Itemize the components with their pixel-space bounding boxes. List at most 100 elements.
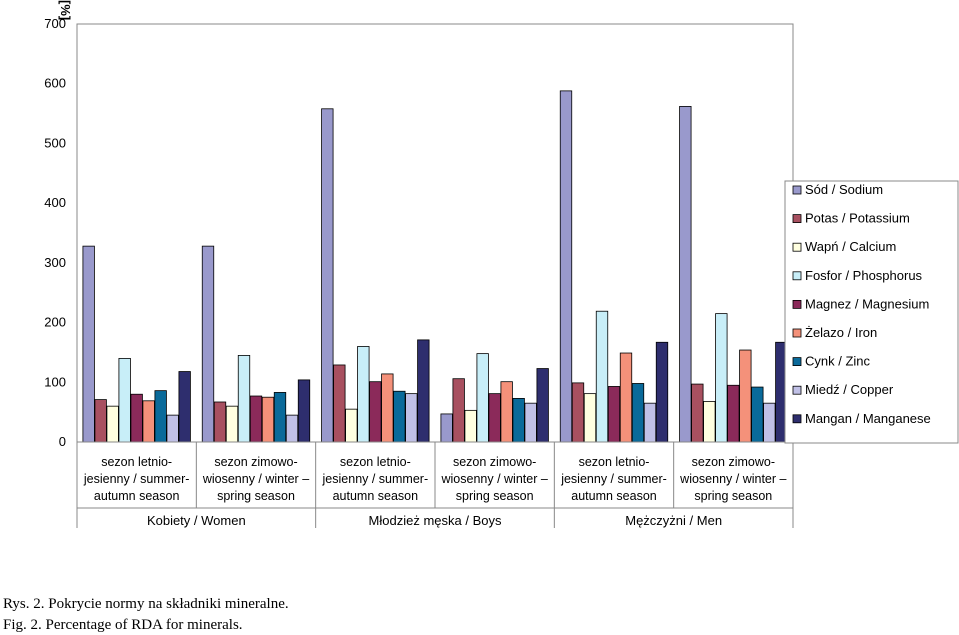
bar [715, 313, 728, 443]
legend: Sód / Sodium Potas / Potassium Wapń / Calc… [784, 180, 959, 444]
figure-caption-english: Fig. 2. Percentage of RDA for minerals. [3, 617, 243, 633]
bar [536, 368, 549, 443]
category-label: jesienny / summer- [322, 472, 429, 486]
bar [727, 384, 740, 443]
bar [249, 395, 263, 443]
bar [118, 357, 131, 443]
legend-box [784, 180, 959, 444]
bar [571, 382, 585, 443]
bar [452, 378, 465, 443]
group-label: Mężczyżni / Men [625, 513, 722, 528]
bar [476, 353, 489, 443]
legend-swatch [792, 185, 802, 195]
legend-swatch [792, 385, 802, 395]
bar [595, 310, 609, 443]
bar [130, 393, 143, 443]
bar [643, 402, 657, 443]
bar [201, 245, 215, 443]
bar [691, 383, 704, 443]
bar [583, 393, 597, 443]
bar [763, 402, 776, 443]
bar [213, 401, 227, 443]
legend-label: Miedź / Copper [805, 382, 894, 397]
bar [512, 398, 525, 443]
bar [94, 399, 107, 443]
bar [524, 402, 537, 443]
legend-swatch [792, 299, 802, 309]
legend-swatch [792, 214, 802, 224]
category-label: autumn season [571, 489, 657, 503]
bar [166, 414, 179, 443]
legend-swatch [792, 271, 802, 281]
group-label: Kobiety / Women [147, 513, 246, 528]
bar [321, 108, 334, 443]
bar [381, 373, 394, 443]
legend-swatch [792, 414, 802, 424]
category-label: wiosenny / winter – [679, 472, 786, 486]
bar [357, 346, 370, 443]
y-tick-label: 200 [44, 315, 66, 330]
bar [679, 106, 692, 443]
legend-label: Fosfor / Phosphorus [805, 268, 923, 283]
bar [154, 390, 167, 443]
y-tick-label: 600 [44, 76, 66, 91]
bar [297, 379, 311, 443]
category-label: sezon zimowo- [453, 455, 536, 469]
bar [703, 400, 716, 443]
bar [106, 405, 119, 443]
category-label: spring season [694, 489, 772, 503]
bar [440, 413, 453, 443]
bar [739, 349, 752, 443]
bar [655, 341, 669, 443]
legend-swatch [792, 328, 802, 338]
legend-swatch [792, 242, 802, 252]
bar [464, 409, 477, 443]
y-axis-label: [%] [58, 0, 73, 20]
category-label: wiosenny / winter – [202, 472, 309, 486]
category-label: wiosenny / winter – [441, 472, 548, 486]
bar [500, 381, 513, 443]
bar [178, 371, 191, 443]
bar [619, 352, 633, 443]
bar [225, 405, 239, 443]
bar [273, 392, 287, 443]
category-label: jesienny / summer- [560, 472, 667, 486]
bar [261, 396, 275, 443]
figure-caption-polish: Rys. 2. Pokrycie normy na składniki mine… [3, 596, 289, 612]
legend-label: Magnez / Magnesium [805, 296, 929, 311]
bar [285, 414, 299, 443]
y-tick-label: 700 [44, 16, 66, 31]
y-tick-label: 100 [44, 374, 66, 389]
axes: 0 100 200 300 400 500 600 700 sezon letnio-jesie… [44, 16, 794, 528]
category-label: sezon letnio- [340, 455, 411, 469]
category-label: sezon zimowo- [692, 455, 775, 469]
category-label: sezon zimowo- [214, 455, 297, 469]
bar [82, 245, 95, 443]
mineral-rda-chart: 0 100 200 300 400 500 600 700 sezon letnio-jesie… [44, 0, 959, 528]
y-tick-label: 400 [44, 195, 66, 210]
category-label: spring season [456, 489, 534, 503]
bar [559, 90, 573, 443]
legend-swatch [792, 357, 802, 367]
bars [82, 90, 788, 443]
bar [488, 393, 501, 443]
bar [417, 339, 430, 443]
bar [631, 383, 645, 443]
category-label: sezon letnio- [579, 455, 650, 469]
bar [369, 381, 382, 443]
y-tick-label: 300 [44, 255, 66, 270]
category-label: jesienny / summer- [83, 472, 190, 486]
legend-label: Mangan / Manganese [805, 411, 931, 426]
plot-frame [76, 23, 794, 443]
category-label: autumn season [94, 489, 180, 503]
legend-label: Wapń / Calcium [805, 239, 896, 254]
bar [333, 364, 346, 443]
bar [393, 390, 406, 443]
plot-area [76, 23, 794, 443]
category-label: spring season [217, 489, 295, 503]
bar [345, 408, 358, 443]
category-label: sezon letnio- [101, 455, 172, 469]
bar [607, 386, 621, 443]
legend-label: Cynk / Zinc [805, 354, 871, 369]
y-tick-label: 0 [59, 434, 66, 449]
